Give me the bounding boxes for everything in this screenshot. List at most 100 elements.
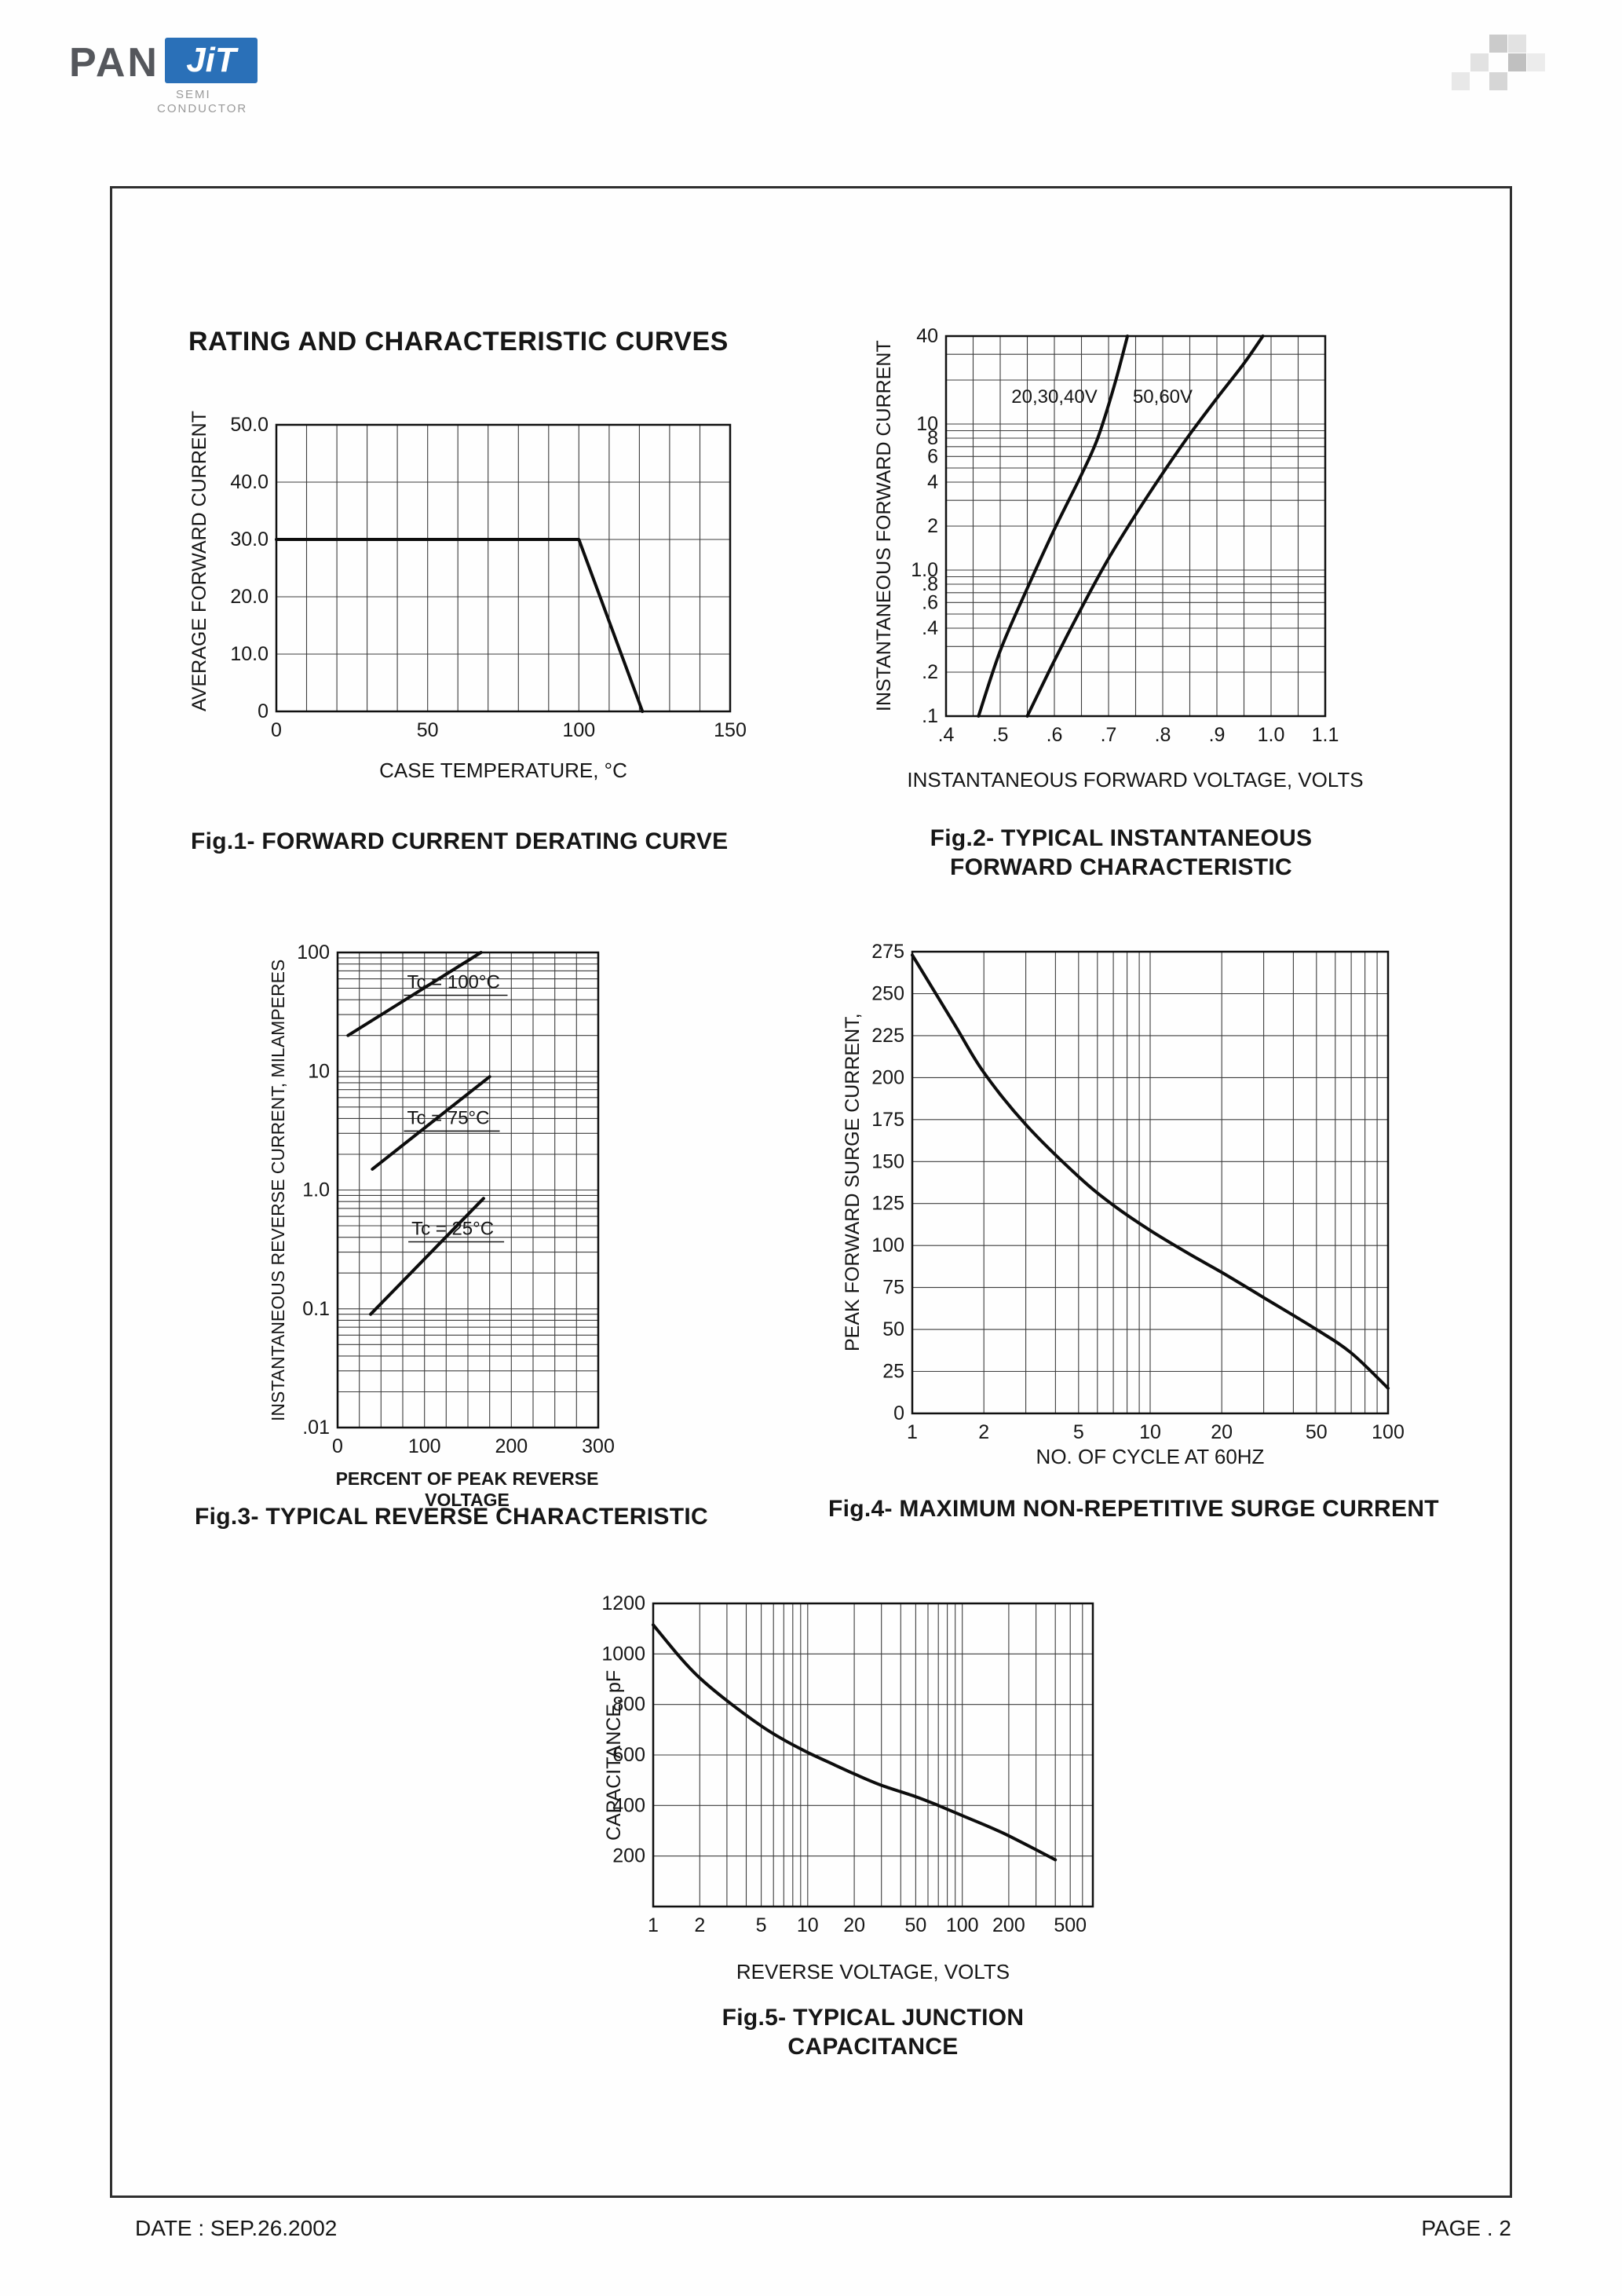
- y-tick-label: 125: [871, 1193, 904, 1215]
- x-tick-label: 0: [332, 1435, 343, 1457]
- series-tc-75C: [371, 1075, 491, 1171]
- y-tick-label: 6: [927, 445, 938, 467]
- y-tick-label: .2: [922, 661, 938, 683]
- y-tick-label: 225: [871, 1025, 904, 1047]
- x-tick-label: 150: [714, 719, 747, 741]
- fig4-plot: 1 2 5 10 20 50 1000255075100125150175200225250…: [871, 941, 1405, 1443]
- fig2-x-axis-title: INSTANTANEOUS FORWARD VOLTAGE, VOLTS: [907, 768, 1364, 792]
- x-tick-label: 5: [1073, 1421, 1084, 1443]
- logo-semi-text: SEMI: [176, 88, 211, 101]
- fig1-caption: Fig.1- FORWARD CURRENT DERATING CURVE: [191, 828, 729, 854]
- x-tick-label: 200: [495, 1435, 528, 1457]
- x-tick-label: .4: [938, 724, 955, 746]
- pixel-decoration-square: [1489, 72, 1507, 90]
- fig1-plot: 0 50 100 150 0 10.0 20.0 30.0 40.0 50.0: [230, 414, 747, 741]
- y-tick-label: 0.1: [302, 1298, 330, 1320]
- plot-frame: [275, 423, 732, 713]
- x-tick-label: 500: [1054, 1914, 1087, 1936]
- y-tick-label: 1000: [601, 1643, 645, 1665]
- x-tick-label: 100: [408, 1435, 441, 1457]
- x-tick-label: .9: [1209, 724, 1226, 746]
- y-tick-label: 800: [612, 1694, 645, 1716]
- fig5-plot: 1 2 5 10 20 50 100 200 500 200 400 600 800 1000 1200: [601, 1592, 1094, 1936]
- x-tick-label: 100: [562, 719, 595, 741]
- y-tick-label: 600: [612, 1744, 645, 1766]
- y-tick-label: .8: [922, 573, 938, 595]
- y-tick-label: 400: [612, 1794, 645, 1816]
- fig1-x-axis-title: CASE TEMPERATURE, °C: [379, 759, 627, 782]
- x-tick-label: 100: [946, 1914, 979, 1936]
- y-tick-label: 4: [927, 471, 938, 493]
- series-forward-current-derating: [275, 538, 645, 713]
- x-tick-label: 20: [843, 1914, 865, 1936]
- x-tick-label: 100: [1372, 1421, 1405, 1443]
- curve-label: 20,30,40V: [1011, 386, 1097, 408]
- x-tick-label: 2: [978, 1421, 989, 1443]
- fig4-caption: Fig.4- MAXIMUM NON-REPETITIVE SURGE CURR…: [828, 1496, 1439, 1522]
- y-tick-label: .01: [302, 1417, 330, 1439]
- y-tick-label: 10.0: [230, 643, 269, 665]
- plot-frame: [336, 951, 600, 1429]
- curve-label: Tc = 100°C: [407, 972, 500, 993]
- fig5-x-axis-title: REVERSE VOLTAGE, VOLTS: [736, 1960, 1010, 1983]
- x-tick-label: .7: [1101, 724, 1117, 746]
- x-tick-label: 1.0: [1258, 724, 1285, 746]
- curve-label: Tc = 75°C: [407, 1107, 490, 1128]
- x-tick-label: 200: [992, 1914, 1025, 1936]
- pixel-decoration-square: [1527, 53, 1545, 71]
- y-tick-label: .6: [922, 591, 938, 613]
- y-tick-label: 0: [258, 700, 269, 722]
- y-tick-label: 0: [893, 1402, 904, 1424]
- x-tick-label: 5: [756, 1914, 767, 1936]
- x-tick-label: 1.1: [1312, 724, 1339, 746]
- y-tick-label: 75: [882, 1277, 904, 1299]
- pixel-decoration-square: [1452, 72, 1470, 90]
- logo-jit-badge: JiT: [165, 38, 258, 83]
- y-tick-label: 20.0: [230, 586, 269, 608]
- y-tick-label: 175: [871, 1109, 904, 1131]
- y-tick-label: 50.0: [230, 414, 269, 436]
- y-tick-label: 1.0: [302, 1179, 330, 1201]
- y-tick-label: 8: [927, 427, 938, 449]
- fig3-x-axis-title: PERCENT OF PEAK REVERSE VOLTAGE: [335, 1468, 599, 1510]
- x-tick-label: .6: [1047, 724, 1063, 746]
- series-junction-capacitance: [652, 1623, 1058, 1862]
- x-tick-label: .8: [1155, 724, 1171, 746]
- x-tick-label: 1: [907, 1421, 918, 1443]
- x-tick-label: 300: [582, 1435, 615, 1457]
- footer-date: DATE : SEP.26.2002: [135, 2216, 338, 2240]
- y-tick-label: 100: [297, 941, 330, 963]
- logo-conductor-text: CONDUCTOR: [157, 102, 248, 115]
- y-tick-label: 1.0: [911, 559, 938, 581]
- page-title: RATING AND CHARACTERISTIC CURVES: [188, 327, 729, 356]
- fig2-plot: .4.5.6.7.8.9 1.0 1.1401086421.0.8.6.4.2.12…: [911, 325, 1339, 746]
- plot-frame: [911, 950, 1390, 1415]
- y-tick-label: 10: [308, 1060, 330, 1082]
- x-tick-label: 50: [1306, 1421, 1328, 1443]
- plot-frame: [652, 1602, 1094, 1908]
- fig2-caption: Fig.2- TYPICAL INSTANTANEOUS FORWARD CHA…: [930, 825, 1313, 880]
- fig3-plot: 0 100 200 300 100 10 1.0 0.1 .01 Tc = 100°C Tc = 7…: [297, 941, 615, 1457]
- y-tick-label: 30.0: [230, 528, 269, 550]
- x-tick-label: 10: [797, 1914, 819, 1936]
- series-vf-20-30-40V: [977, 335, 1130, 718]
- fig5-caption: Fig.5- TYPICAL JUNCTION CAPACITANCE: [721, 2005, 1025, 2060]
- curve-label: Tc = 25°C: [411, 1219, 494, 1240]
- x-tick-label: 50: [904, 1914, 926, 1936]
- plot-frame: [944, 335, 1327, 718]
- x-tick-label: 0: [271, 719, 282, 741]
- series-tc-25C: [369, 1197, 485, 1316]
- y-tick-label: 200: [871, 1066, 904, 1088]
- y-tick-label: .4: [922, 617, 938, 639]
- y-tick-label: .1: [922, 705, 938, 727]
- y-tick-label: 10: [916, 413, 938, 435]
- y-tick-label: 40.0: [230, 471, 269, 493]
- y-tick-label: 200: [612, 1845, 645, 1867]
- x-tick-label: 10: [1139, 1421, 1161, 1443]
- series-vf-50-60V: [1025, 335, 1265, 718]
- y-tick-label: 275: [871, 941, 904, 963]
- footer-page-number: PAGE . 2: [1421, 2216, 1511, 2240]
- content-border-box: [110, 186, 1512, 2198]
- series-tc-100C: [346, 951, 483, 1037]
